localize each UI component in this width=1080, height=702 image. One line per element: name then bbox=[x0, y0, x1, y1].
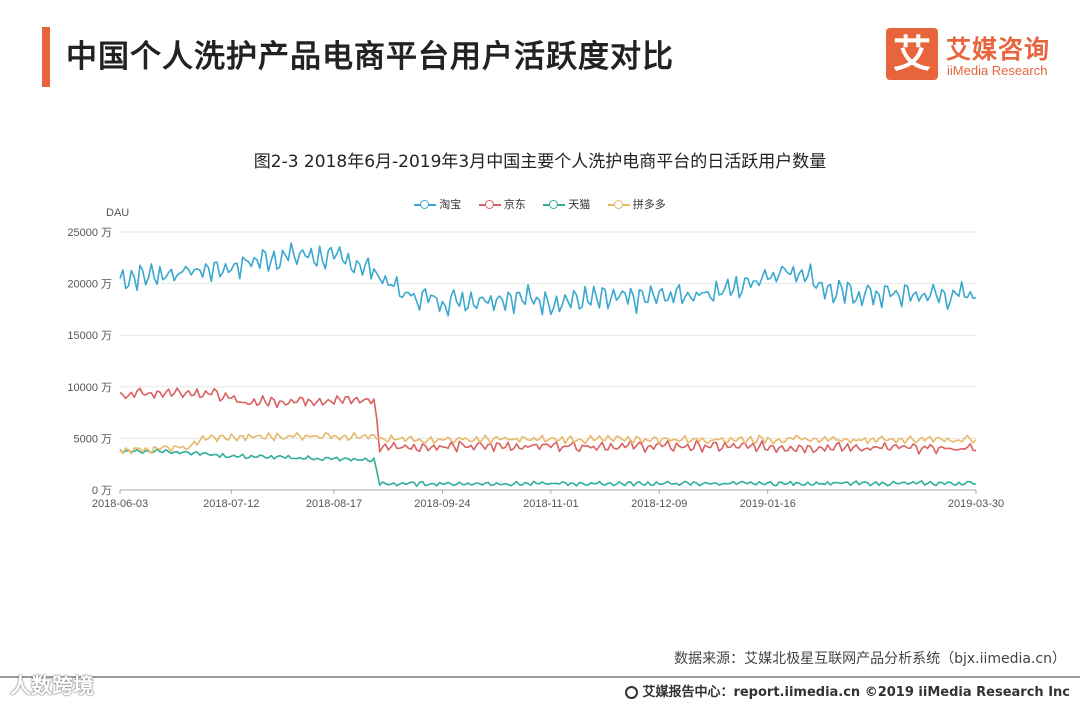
x-tick-label: 2018-12-09 bbox=[631, 498, 687, 510]
y-tick-label: 15000 万 bbox=[67, 330, 112, 342]
data-source: 数据来源：艾媒北极星互联网产品分析系统（bjx.iimedia.cn） bbox=[674, 651, 1066, 667]
iimedia-logo: 艾 艾媒咨询 iiMedia Research bbox=[886, 28, 1066, 84]
x-tick-label: 2019-01-16 bbox=[740, 498, 796, 510]
legend-swatch-icon bbox=[607, 200, 630, 210]
x-tick-label: 2018-11-01 bbox=[523, 498, 578, 510]
legend-label: 淘宝 bbox=[439, 198, 462, 211]
x-tick-label: 2018-07-12 bbox=[203, 498, 259, 510]
y-tick-label: 20000 万 bbox=[67, 279, 112, 291]
footer-info: 艾媒报告中心：report.iimedia.cn ©2019 iiMedia R… bbox=[625, 681, 1070, 700]
chart-legend: 淘宝 京东 天猫 拼多多 bbox=[0, 196, 1080, 212]
series-line-2 bbox=[119, 448, 977, 488]
footer-divider bbox=[0, 676, 1080, 678]
y-tick-label: 0 万 bbox=[92, 485, 112, 497]
logo-cn-text: 艾媒咨询 bbox=[946, 35, 1051, 64]
y-tick-label: 5000 万 bbox=[73, 433, 112, 445]
legend-swatch-icon bbox=[543, 200, 566, 210]
x-tick-label: 2018-06-03 bbox=[92, 498, 148, 510]
legend-label: 拼多多 bbox=[632, 198, 666, 211]
globe-icon bbox=[625, 686, 639, 699]
y-tick-label: 10000 万 bbox=[67, 382, 112, 394]
legend-item-tmall[interactable]: 天猫 bbox=[543, 196, 590, 212]
series-line-1 bbox=[119, 387, 977, 455]
x-tick-label: 2018-09-24 bbox=[414, 498, 470, 510]
y-axis-label: DAU bbox=[106, 207, 129, 219]
x-tick-label: 2018-08-17 bbox=[306, 498, 362, 510]
legend-swatch-icon bbox=[414, 200, 437, 210]
x-tick-label: 2019-03-30 bbox=[948, 498, 1004, 510]
legend-item-jd[interactable]: 京东 bbox=[478, 196, 526, 212]
series-line-3 bbox=[119, 431, 977, 455]
series-line-0 bbox=[119, 242, 977, 317]
footer-text: 艾媒报告中心：report.iimedia.cn ©2019 iiMedia R… bbox=[642, 685, 1070, 700]
legend-item-pdd[interactable]: 拼多多 bbox=[607, 196, 666, 212]
y-tick-label: 25000 万 bbox=[67, 227, 112, 239]
chart-title: 图2-3 2018年6月-2019年3月中国主要个人洗护电商平台的日活跃用户数量 bbox=[253, 152, 827, 172]
page-title: 中国个人洗护产品电商平台用户活跃度对比 bbox=[66, 39, 674, 75]
legend-label: 天猫 bbox=[568, 198, 591, 211]
watermark: 人数跨境 bbox=[10, 674, 94, 698]
legend-swatch-icon bbox=[478, 200, 501, 210]
logo-en-text: iiMedia Research bbox=[947, 63, 1048, 78]
title-accent-bar bbox=[42, 27, 50, 87]
legend-item-taobao[interactable]: 淘宝 bbox=[414, 196, 461, 212]
logo-mark: 艾 bbox=[886, 28, 938, 80]
legend-label: 京东 bbox=[503, 198, 526, 211]
